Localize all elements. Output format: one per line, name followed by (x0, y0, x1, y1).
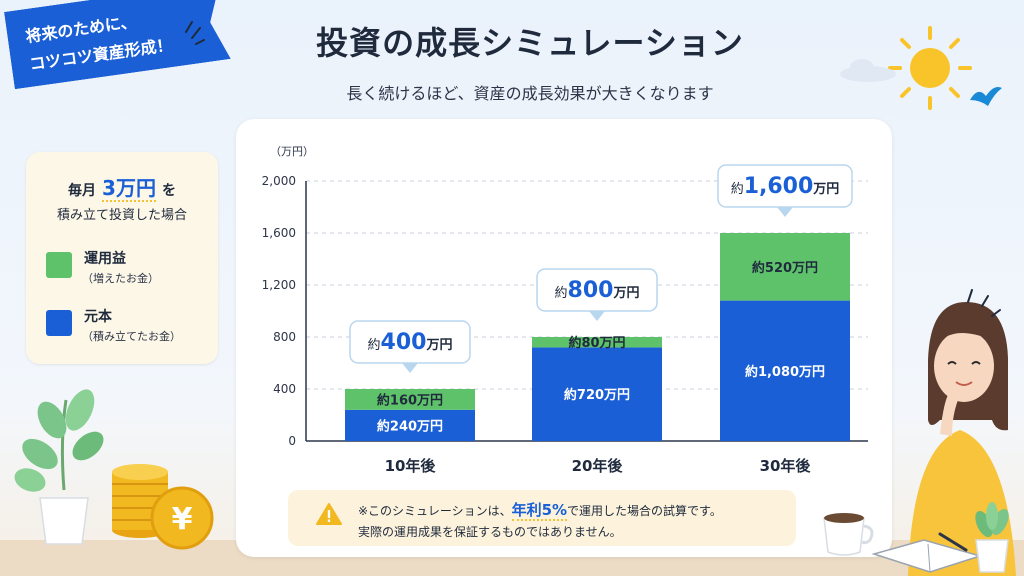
x-tick-label: 20年後 (572, 457, 624, 475)
data-label-profit: 約160万円 (377, 392, 443, 408)
disclaimer-text-a: ※このシミュレーションは、 (358, 504, 512, 518)
legend-swatch-profit (46, 252, 72, 278)
data-label-principal: 約240万円 (377, 418, 443, 434)
notebook-icon (871, 532, 983, 573)
disclaimer-line-2: 実際の運用成果を保証するものではありません。 (358, 525, 622, 539)
x-tick-label: 10年後 (385, 457, 437, 475)
total-value-label: 約400万円 (368, 330, 453, 355)
sparkle-icon (185, 21, 205, 45)
y-axis-unit-label: （万円） (270, 145, 314, 158)
y-tick-label: 1,200 (262, 278, 296, 292)
interest-rate-highlight: 年利5% (511, 501, 568, 521)
desk-items (823, 502, 1009, 573)
legend-sub-principal: （積み立てたお金） (82, 330, 181, 343)
page-title: 投資の成長シミュレーション (316, 24, 744, 62)
warning-icon (316, 503, 342, 525)
person-illustration (908, 289, 1016, 576)
legend-heading: 毎月 3万円を (26, 172, 218, 202)
legend-card: 毎月 3万円を 積み立て投資した場合 運用益 （増えたお金） 元本 （積み立てたお… (26, 152, 218, 364)
legend-item-principal: 元本 （積み立てたお金） (46, 304, 216, 348)
bar-profit (532, 337, 662, 348)
y-tick-label: 2,000 (262, 174, 296, 188)
data-label-profit: 約80万円 (568, 335, 625, 351)
bar-profit (720, 233, 850, 301)
cloud-icon (840, 59, 896, 82)
small-plant-icon (975, 502, 1009, 573)
legend-sub-profit: （増えたお金） (82, 272, 159, 285)
total-value-label: 約1,600万円 (731, 174, 840, 199)
bird-icon (970, 87, 1002, 106)
y-tick-label: 400 (273, 382, 296, 396)
disclaimer-text-b: で運用した場合の試算です。 (567, 504, 722, 518)
disclaimer-note: ※このシミュレーションは、年利5%で運用した場合の試算です。 実際の運用成果を保… (288, 490, 796, 546)
x-tick-label: 30年後 (760, 457, 812, 475)
monthly-amount: 3万円 (102, 176, 156, 202)
data-label-principal: 約720万円 (564, 387, 630, 403)
data-label-principal: 約1,080万円 (745, 364, 825, 380)
svg-text:¥: ¥ (172, 502, 193, 537)
monthly-suffix: を (161, 183, 176, 199)
legend-label-profit: 運用益 (84, 251, 126, 267)
total-callout-pointer (777, 207, 793, 217)
y-tick-label: 800 (273, 330, 296, 344)
bar-principal (720, 300, 850, 441)
plant-icon (14, 389, 104, 545)
total-value-label: 約800万円 (555, 278, 640, 303)
legend-item-profit: 運用益 （増えたお金） (46, 246, 216, 290)
y-tick-label: 0 (288, 434, 296, 448)
plant-and-coins-illustration: ¥ (14, 389, 214, 550)
legend-label-principal: 元本 (84, 309, 112, 325)
legend-swatch-principal (46, 310, 72, 336)
total-callout-pointer (589, 311, 605, 321)
sun-icon (888, 26, 972, 110)
data-label-profit: 約520万円 (752, 260, 818, 276)
total-callout-pointer (402, 363, 418, 373)
monthly-prefix: 毎月 (68, 183, 97, 199)
page-subtitle: 長く続けるほど、資産の成長効果が大きくなります (346, 84, 714, 103)
disclaimer-line-1: ※このシミュレーションは、年利5%で運用した場合の試算です。 (358, 499, 722, 521)
yen-coin-icon: ¥ (150, 486, 214, 550)
coffee-cup-icon (823, 513, 874, 556)
bar-principal (532, 347, 662, 441)
bar-profit (345, 389, 475, 410)
legend-heading-2: 積み立て投資した場合 (56, 208, 187, 223)
chart-card: （万円） 0 400 800 1,200 1,600 2,000 約240万円 約160万円 10… (236, 119, 892, 557)
y-tick-label: 1,600 (262, 226, 296, 240)
bar-principal (345, 409, 475, 441)
